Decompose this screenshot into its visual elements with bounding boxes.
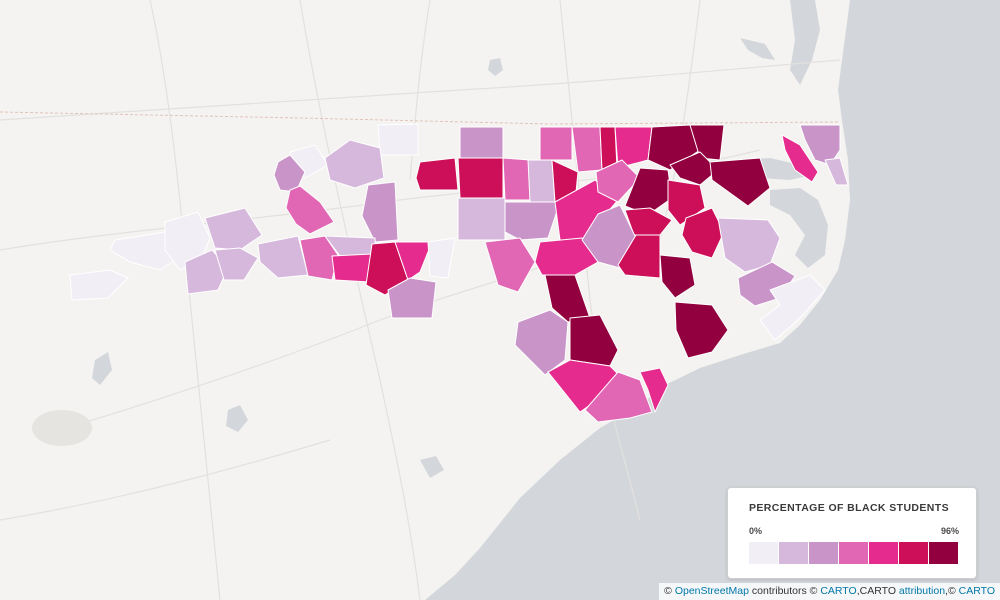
county[interactable] xyxy=(204,207,263,251)
county[interactable] xyxy=(184,249,229,295)
county[interactable] xyxy=(361,181,399,243)
lake xyxy=(488,58,503,76)
county[interactable] xyxy=(584,371,653,423)
legend-swatch xyxy=(749,542,779,564)
legend-max-label: 96% xyxy=(940,526,959,536)
county[interactable] xyxy=(377,123,419,156)
county[interactable] xyxy=(514,309,569,376)
openstreetmap-link[interactable]: OpenStreetMap xyxy=(674,585,749,597)
lake-central xyxy=(226,405,248,432)
carto-attribution-link[interactable]: attribution xyxy=(898,585,946,597)
county[interactable] xyxy=(504,201,561,241)
map-attribution: © OpenStreetMap contributors © CARTO,CAR… xyxy=(659,583,1000,600)
county[interactable] xyxy=(502,157,531,201)
legend-swatch xyxy=(929,542,959,564)
legend-title: PERCENTAGE OF BLACK STUDENTS xyxy=(749,502,950,514)
legend-swatch xyxy=(899,542,929,564)
city-area xyxy=(32,410,92,446)
legend-swatch xyxy=(809,542,839,564)
legend: PERCENTAGE OF BLACK STUDENTS 0% 96% xyxy=(727,487,977,579)
county[interactable] xyxy=(415,157,459,191)
copyright-symbol: © xyxy=(664,585,672,597)
county[interactable] xyxy=(639,367,669,413)
county[interactable] xyxy=(689,124,725,161)
county[interactable] xyxy=(457,157,504,199)
county[interactable] xyxy=(659,254,696,299)
attribution-contributors: contributors © xyxy=(751,585,818,597)
county[interactable] xyxy=(484,237,536,293)
lake-south xyxy=(420,456,444,478)
chesapeake-bay xyxy=(790,0,820,85)
county[interactable] xyxy=(331,253,373,283)
county[interactable] xyxy=(595,159,641,203)
county[interactable] xyxy=(387,277,437,319)
legend-swatch xyxy=(869,542,899,564)
county[interactable] xyxy=(824,157,849,186)
legend-swatch xyxy=(839,542,869,564)
county[interactable] xyxy=(681,207,725,259)
county[interactable] xyxy=(669,151,719,186)
county[interactable] xyxy=(69,269,129,301)
pamlico-sound xyxy=(770,188,828,268)
county[interactable] xyxy=(539,126,573,161)
county[interactable] xyxy=(394,241,433,281)
attribution-carto-text: ,CARTO xyxy=(856,585,896,597)
carto-link-2[interactable]: CARTO xyxy=(958,585,995,597)
county[interactable] xyxy=(759,274,826,341)
county[interactable] xyxy=(569,314,619,367)
legend-color-scale xyxy=(749,542,959,564)
county[interactable] xyxy=(427,237,456,279)
river-inlet xyxy=(740,38,775,60)
ocean xyxy=(425,0,1000,600)
legend-min-label: 0% xyxy=(749,526,763,536)
county[interactable] xyxy=(617,234,661,279)
lake-west xyxy=(92,352,112,385)
county[interactable] xyxy=(527,159,556,203)
counties[interactable] xyxy=(69,123,849,423)
county[interactable] xyxy=(457,197,506,241)
attribution-copyright-2: ,© xyxy=(945,585,956,597)
county[interactable] xyxy=(624,167,673,216)
state-border xyxy=(0,111,841,125)
county[interactable] xyxy=(324,139,385,189)
legend-swatch xyxy=(779,542,809,564)
county[interactable] xyxy=(459,126,504,159)
county[interactable] xyxy=(214,247,259,281)
county[interactable] xyxy=(709,157,771,207)
carto-link[interactable]: CARTO xyxy=(820,585,857,597)
county[interactable] xyxy=(285,185,335,235)
county[interactable] xyxy=(257,235,309,279)
county[interactable] xyxy=(781,134,819,183)
county[interactable] xyxy=(674,301,729,359)
